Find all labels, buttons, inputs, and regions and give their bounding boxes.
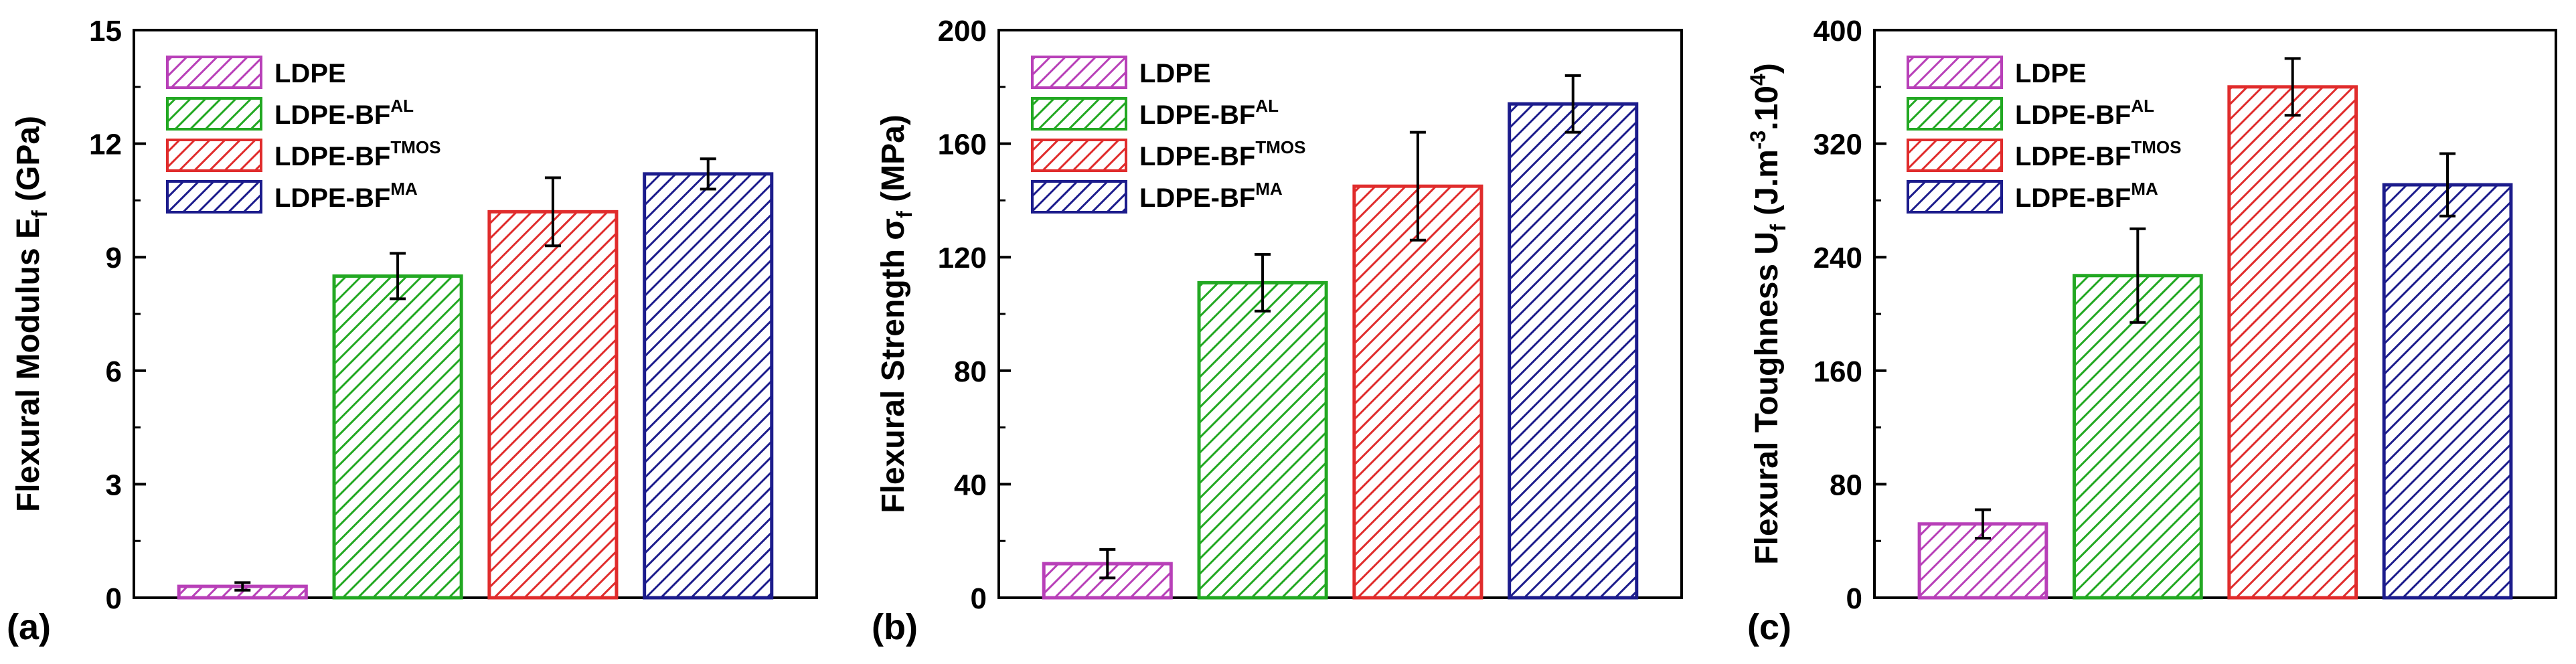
y-tick-label: 40 — [954, 469, 987, 501]
legend-swatch — [1907, 180, 2003, 214]
legend-swatch — [1031, 56, 1127, 89]
y-tick-label: 80 — [954, 355, 987, 388]
legend-swatch — [1907, 139, 2003, 172]
y-tick-label: 320 — [1814, 129, 1862, 161]
y-axis-label: Flexural Strength σf (MPa) — [876, 114, 916, 513]
legend-label: LDPE-BFAL — [1139, 96, 1279, 130]
legend-label: LDPE — [2015, 59, 2087, 88]
legend-label: LDPE-BFTMOS — [1139, 137, 1305, 171]
bar-ldpe-bf-al — [1197, 280, 1328, 600]
legend-swatch — [1031, 97, 1127, 131]
y-tick-label: 240 — [1814, 242, 1862, 274]
legend-label: LDPE-BFTMOS — [2015, 137, 2181, 171]
panel-label: (c) — [1747, 607, 1791, 647]
legend-swatch — [166, 139, 262, 172]
bar-ldpe-bf-al — [2072, 274, 2203, 600]
legend-swatch — [166, 97, 262, 131]
bar-ldpe-bf-ma — [2382, 183, 2513, 600]
y-tick-label: 15 — [89, 15, 122, 48]
legend: LDPE LDPE-BFAL LDPE-BFTMOS LDPE-BFMA — [1031, 56, 1305, 214]
legend: LDPE LDPE-BFAL LDPE-BFTMOS LDPE-BFMA — [166, 56, 440, 214]
y-tick-label: 12 — [89, 129, 122, 161]
legend-swatch — [1907, 56, 2003, 89]
y-tick-label: 0 — [971, 582, 987, 615]
legend-label: LDPE — [1139, 59, 1211, 88]
legend-label: LDPE-BFMA — [2015, 179, 2158, 213]
legend-swatch — [166, 56, 262, 89]
y-axis-label: Flexural Modulus Ef (GPa) — [11, 116, 52, 512]
panel-label: (b) — [872, 607, 918, 647]
y-tick-label: 160 — [938, 129, 987, 161]
y-tick-label: 400 — [1814, 15, 1862, 48]
y-tick-label: 200 — [938, 15, 987, 48]
chart-panel-a: 0 3 6 9 12 15 LDPE LDPE-BFAL LDPE-BFTMOS LDPE-BF… — [7, 15, 818, 647]
bar-ldpe-bf-tmos — [2227, 85, 2358, 600]
legend-label: LDPE-BFTMOS — [274, 137, 440, 171]
legend-label: LDPE-BFAL — [2015, 96, 2154, 130]
y-tick-label: 80 — [1830, 469, 1862, 501]
bar-ldpe-bf-ma — [643, 172, 774, 600]
bar-ldpe-bf-tmos — [487, 210, 619, 600]
legend-label: LDPE-BFMA — [1139, 179, 1283, 213]
legend-swatch — [1031, 139, 1127, 172]
legend: LDPE LDPE-BFAL LDPE-BFTMOS LDPE-BFMA — [1907, 56, 2181, 214]
bar-ldpe-bf-ma — [1508, 102, 1639, 600]
y-tick-label: 6 — [106, 355, 122, 388]
chart-panel-c: 0 80 160 240 320 400 LDPE LDPE-BFAL LDPE-BFTMOS… — [1746, 15, 2557, 647]
legend-label: LDPE-BFAL — [274, 96, 414, 130]
bar-ldpe-bf-tmos — [1352, 184, 1483, 600]
y-tick-label: 120 — [938, 242, 987, 274]
y-tick-label: 160 — [1814, 355, 1862, 388]
legend-swatch — [1031, 180, 1127, 214]
legend-label: LDPE — [274, 59, 346, 88]
y-tick-label: 3 — [106, 469, 122, 501]
legend-label: LDPE-BFMA — [274, 179, 418, 213]
y-tick-label: 9 — [106, 242, 122, 274]
bar-ldpe-bf-al — [332, 274, 463, 600]
y-tick-label: 0 — [106, 582, 122, 615]
y-tick-label: 0 — [1846, 582, 1862, 615]
legend-swatch — [166, 180, 262, 214]
panel-label: (a) — [7, 607, 51, 647]
y-axis-label: Flexural Toughness Uf (J.m-3.104) — [1746, 63, 1790, 565]
legend-swatch — [1907, 97, 2003, 131]
